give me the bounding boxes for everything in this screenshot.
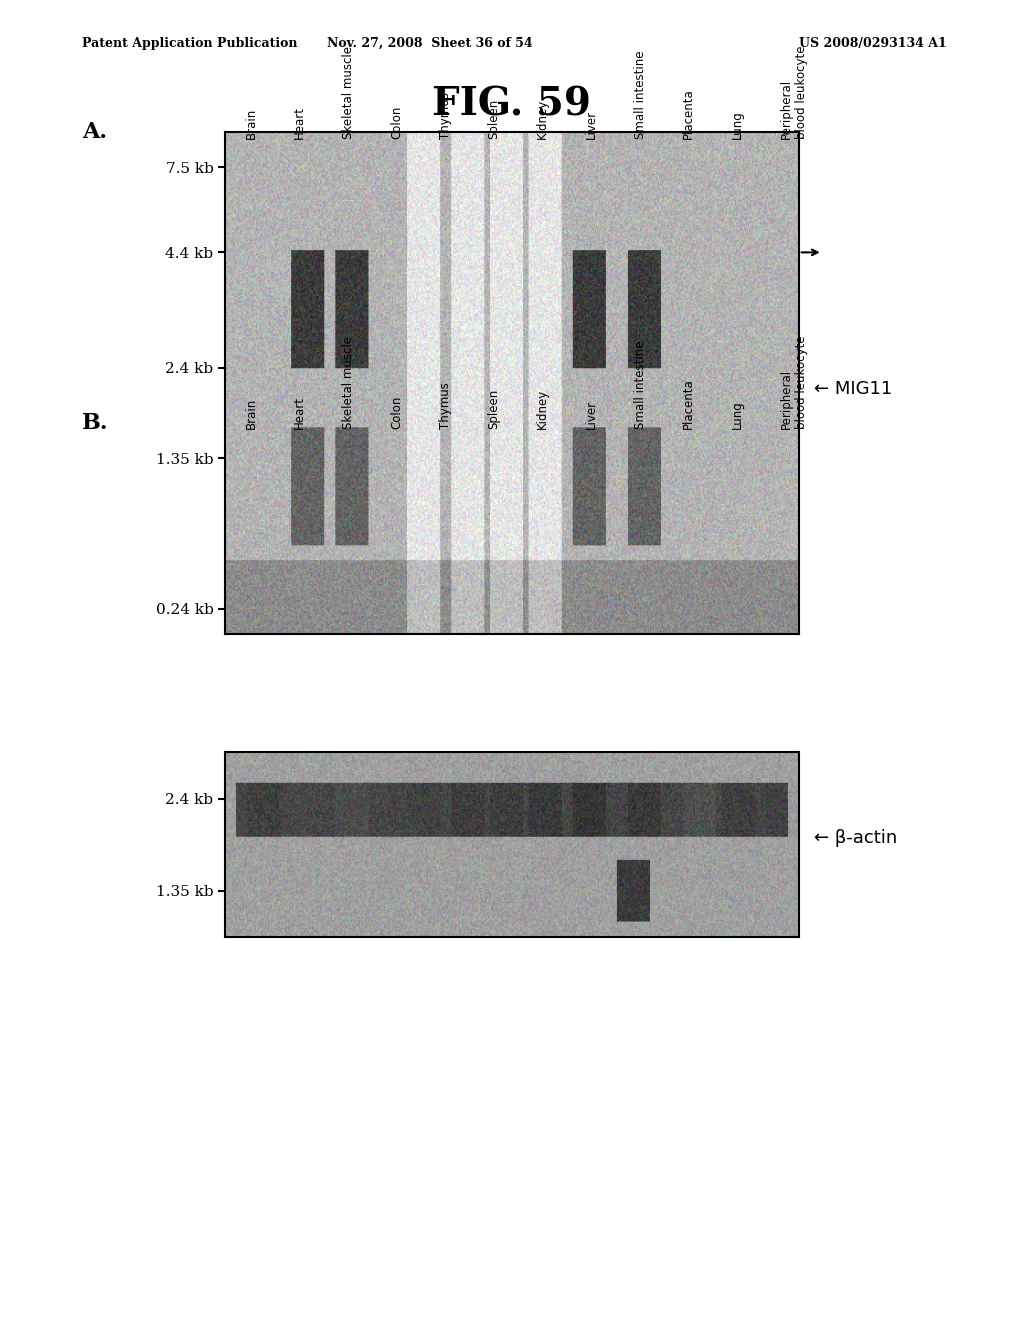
- Text: Small intestine: Small intestine: [634, 341, 646, 429]
- Text: Kidney: Kidney: [537, 99, 549, 139]
- Text: B.: B.: [82, 412, 109, 434]
- Text: Lung: Lung: [731, 400, 744, 429]
- Text: Brain: Brain: [245, 107, 257, 139]
- Text: Placenta: Placenta: [682, 88, 695, 139]
- Text: Skeletal muscle: Skeletal muscle: [342, 46, 354, 139]
- Text: Heart: Heart: [293, 106, 306, 139]
- Text: Placenta: Placenta: [682, 379, 695, 429]
- Text: A.: A.: [82, 121, 106, 144]
- Text: Colon: Colon: [390, 396, 403, 429]
- Text: Skeletal muscle: Skeletal muscle: [342, 337, 354, 429]
- Text: US 2008/0293134 A1: US 2008/0293134 A1: [799, 37, 946, 50]
- Text: Small intestine: Small intestine: [634, 50, 646, 139]
- Text: Lung: Lung: [731, 110, 744, 139]
- Text: ← MIG11: ← MIG11: [814, 380, 892, 399]
- Text: FIG. 59: FIG. 59: [432, 86, 592, 124]
- Text: Patent Application Publication: Patent Application Publication: [82, 37, 297, 50]
- Text: Thymus: Thymus: [439, 381, 452, 429]
- Text: Peripheral
blood leukocyte: Peripheral blood leukocyte: [779, 45, 808, 139]
- Text: Nov. 27, 2008  Sheet 36 of 54: Nov. 27, 2008 Sheet 36 of 54: [328, 37, 532, 50]
- Text: Liver: Liver: [585, 110, 598, 139]
- Text: Peripheral
blood leukocyte: Peripheral blood leukocyte: [779, 335, 808, 429]
- Text: ← β-actin: ← β-actin: [814, 829, 897, 847]
- Text: Heart: Heart: [293, 396, 306, 429]
- Text: Brain: Brain: [245, 397, 257, 429]
- Text: Liver: Liver: [585, 400, 598, 429]
- Text: Thymus: Thymus: [439, 91, 452, 139]
- Text: Colon: Colon: [390, 106, 403, 139]
- Text: Kidney: Kidney: [537, 389, 549, 429]
- Text: Spleen: Spleen: [487, 99, 501, 139]
- Text: Spleen: Spleen: [487, 389, 501, 429]
